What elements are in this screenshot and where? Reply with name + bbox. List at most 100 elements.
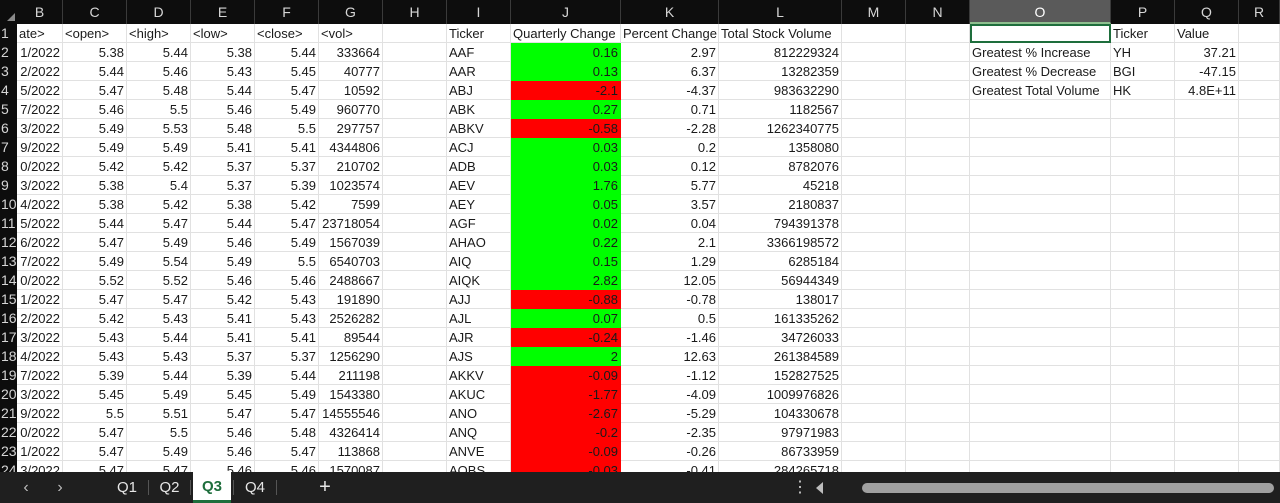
cell-open[interactable]: 5.5 — [63, 404, 127, 423]
cell-empty[interactable] — [1175, 271, 1239, 290]
cell-low[interactable]: 5.42 — [191, 290, 255, 309]
cell-low[interactable]: 5.44 — [191, 81, 255, 100]
cell-vol[interactable]: 2488667 — [319, 271, 383, 290]
cell-empty[interactable] — [1175, 328, 1239, 347]
header-cell-b[interactable]: ate> — [17, 24, 63, 43]
cell-empty[interactable] — [1111, 157, 1175, 176]
summary-label[interactable]: Greatest Total Volume — [970, 81, 1111, 100]
add-sheet-button[interactable]: + — [319, 476, 331, 498]
cell-low[interactable]: 5.46 — [191, 442, 255, 461]
cell-high[interactable]: 5.4 — [127, 176, 191, 195]
header-cell-m[interactable] — [842, 24, 906, 43]
cell-pct[interactable]: -4.09 — [621, 385, 719, 404]
header-cell-l[interactable]: Total Stock Volume — [719, 24, 842, 43]
prev-sheet-button[interactable]: ‹ — [23, 479, 29, 496]
cell-open[interactable]: 5.47 — [63, 423, 127, 442]
cell-empty[interactable] — [970, 442, 1111, 461]
cell-empty[interactable] — [383, 252, 447, 271]
cell-high[interactable]: 5.47 — [127, 290, 191, 309]
cell-empty[interactable] — [1111, 195, 1175, 214]
cell-empty[interactable] — [970, 309, 1111, 328]
column-header-k[interactable]: K — [621, 0, 719, 24]
cell-vol[interactable]: 1543380 — [319, 385, 383, 404]
cell-date[interactable]: 3/2022 — [17, 119, 63, 138]
cell-open[interactable]: 5.38 — [63, 43, 127, 62]
cell-empty[interactable] — [1239, 195, 1280, 214]
cell-total[interactable]: 97971983 — [719, 423, 842, 442]
row-header-17[interactable]: 17 — [1, 329, 17, 345]
cell-high[interactable]: 5.49 — [127, 442, 191, 461]
cell-high[interactable]: 5.43 — [127, 347, 191, 366]
cell-qchange[interactable]: 0.05 — [511, 195, 621, 214]
cell-qchange[interactable]: 0.02 — [511, 214, 621, 233]
cell-qchange[interactable]: 0.13 — [511, 62, 621, 81]
cell-empty[interactable] — [383, 176, 447, 195]
column-header-g[interactable]: G — [319, 0, 383, 24]
cell-empty[interactable] — [1111, 423, 1175, 442]
cell-empty[interactable] — [1175, 195, 1239, 214]
cell-empty[interactable] — [1239, 214, 1280, 233]
cell-empty[interactable] — [842, 347, 906, 366]
cell-total[interactable]: 261384589 — [719, 347, 842, 366]
cell-low[interactable]: 5.45 — [191, 385, 255, 404]
cell-vol[interactable]: 7599 — [319, 195, 383, 214]
cell-empty[interactable] — [1239, 423, 1280, 442]
cell-ticker[interactable]: ADB — [447, 157, 511, 176]
cell-vol[interactable]: 1570087 — [319, 461, 383, 472]
cell-pct[interactable]: -5.29 — [621, 404, 719, 423]
cell-high[interactable]: 5.52 — [127, 271, 191, 290]
more-options-icon[interactable]: ⋮ — [792, 479, 808, 496]
cell-vol[interactable]: 1023574 — [319, 176, 383, 195]
cell-empty[interactable] — [1175, 157, 1239, 176]
cell-open[interactable]: 5.47 — [63, 81, 127, 100]
cell-empty[interactable] — [1111, 252, 1175, 271]
cell-empty[interactable] — [842, 195, 906, 214]
cell-date[interactable]: 7/2022 — [17, 366, 63, 385]
cell-empty[interactable] — [842, 328, 906, 347]
cell-pct[interactable]: 5.77 — [621, 176, 719, 195]
cell-ticker[interactable]: AIQ — [447, 252, 511, 271]
cell-high[interactable]: 5.46 — [127, 62, 191, 81]
cell-empty[interactable] — [1239, 176, 1280, 195]
scroll-left-icon[interactable] — [816, 482, 823, 494]
cell-total[interactable]: 6285184 — [719, 252, 842, 271]
cell-open[interactable]: 5.43 — [63, 347, 127, 366]
cell-close[interactable]: 5.47 — [255, 442, 319, 461]
header-cell-p[interactable]: Ticker — [1111, 24, 1175, 43]
cell-empty[interactable] — [1175, 138, 1239, 157]
cell-empty[interactable] — [1111, 176, 1175, 195]
cell-empty[interactable] — [970, 461, 1111, 472]
cell-vol[interactable]: 89544 — [319, 328, 383, 347]
row-header-19[interactable]: 19 — [1, 367, 17, 383]
cell-total[interactable]: 983632290 — [719, 81, 842, 100]
row-header-7[interactable]: 7 — [1, 139, 9, 155]
cell-qchange[interactable]: 2.82 — [511, 271, 621, 290]
cell-pct[interactable]: -4.37 — [621, 81, 719, 100]
cell-empty[interactable] — [1111, 347, 1175, 366]
cell-high[interactable]: 5.48 — [127, 81, 191, 100]
cell-ticker[interactable]: AJR — [447, 328, 511, 347]
cell-qchange[interactable]: 0.16 — [511, 43, 621, 62]
cell-total[interactable]: 794391378 — [719, 214, 842, 233]
cell-high[interactable]: 5.53 — [127, 119, 191, 138]
cell-vol[interactable]: 2526282 — [319, 309, 383, 328]
cell-empty[interactable] — [383, 309, 447, 328]
cell-open[interactable]: 5.49 — [63, 252, 127, 271]
row-header-12[interactable]: 12 — [1, 234, 17, 250]
header-cell-e[interactable]: <low> — [191, 24, 255, 43]
cell-empty[interactable] — [842, 271, 906, 290]
cell-close[interactable]: 5.43 — [255, 290, 319, 309]
row-header-10[interactable]: 10 — [1, 196, 17, 212]
cell-date[interactable]: 9/2022 — [17, 404, 63, 423]
cell-empty[interactable] — [906, 461, 970, 472]
cell-pct[interactable]: -2.35 — [621, 423, 719, 442]
cell-open[interactable]: 5.45 — [63, 385, 127, 404]
cell-close[interactable]: 5.41 — [255, 138, 319, 157]
cell-vol[interactable]: 40777 — [319, 62, 383, 81]
cell-high[interactable]: 5.5 — [127, 100, 191, 119]
header-cell-j[interactable]: Quarterly Change — [511, 24, 621, 43]
cell-low[interactable]: 5.38 — [191, 43, 255, 62]
cell-empty[interactable] — [906, 233, 970, 252]
cell-open[interactable]: 5.42 — [63, 157, 127, 176]
cell-ticker[interactable]: AGF — [447, 214, 511, 233]
